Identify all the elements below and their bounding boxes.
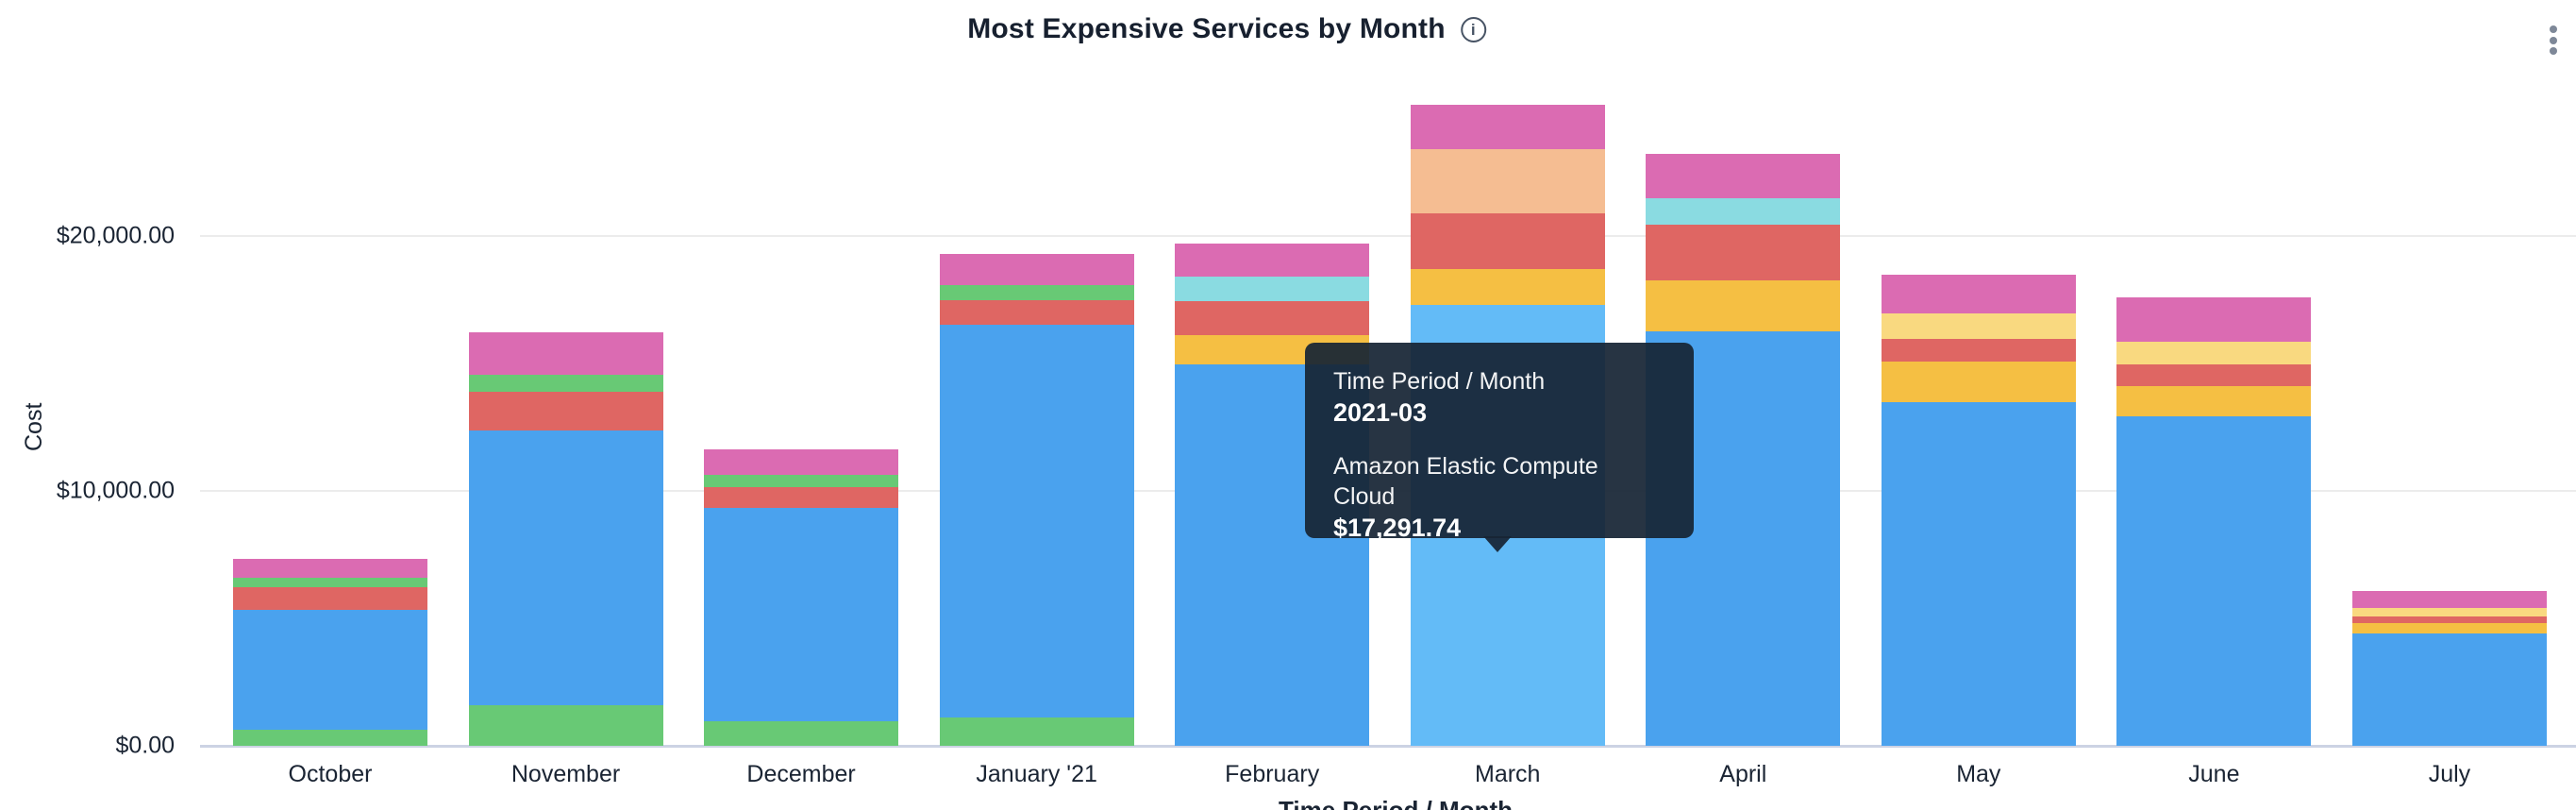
x-axis-baseline [200,745,2576,748]
bar-segment-red[interactable] [939,300,1134,325]
bar-segment-green[interactable] [468,374,663,392]
tooltip-dimension-value: 2021-03 [1333,398,1428,428]
x-tick-label: March [1475,761,1541,787]
bar-segment-blue[interactable] [2116,415,2312,746]
bar-segment-blue[interactable] [939,324,1134,718]
bar-segment-red[interactable] [1646,225,1841,280]
bar-segment-pink[interactable] [939,254,1134,286]
bar-segment-pink[interactable] [468,331,663,375]
y-tick-label: $0.00 [115,732,175,759]
bar-segment-pink[interactable] [1410,105,1605,150]
x-axis-title: Time Period / Month [1279,796,1513,810]
bar-segment-cyan[interactable] [1175,277,1370,302]
x-tick-label: January '21 [976,761,1097,787]
x-axis-labels: October November December January '21 Februa… [233,761,2547,788]
bar-segment-green[interactable] [939,285,1134,301]
bar-segment-peach[interactable] [1410,149,1605,214]
kebab-menu-button[interactable] [2545,24,2562,57]
bar-january-21[interactable] [939,254,1134,746]
chart-header: Most Expensive Services by Month i [967,13,1486,45]
bar-december[interactable] [704,449,899,746]
bar-segment-pale_yellow[interactable] [2116,341,2312,364]
bar-segment-pink[interactable] [1881,275,2076,314]
bar-segment-green[interactable] [233,578,427,588]
x-tick-label: June [2188,761,2240,787]
bar-october[interactable] [233,559,427,746]
bar-segment-pale_yellow[interactable] [1881,313,2076,340]
bar-segment-pink[interactable] [2116,296,2312,342]
bar-segment-red[interactable] [1881,339,2076,363]
bar-segment-pink[interactable] [704,449,899,476]
bar-segment-green[interactable] [704,475,899,488]
x-tick-label: May [1956,761,2001,787]
tooltip-caret [1483,536,1512,552]
bar-june[interactable] [2116,296,2312,746]
tooltip-series-label: Amazon Elastic Compute Cloud [1333,453,1598,510]
bar-segment-amber[interactable] [1410,269,1605,306]
bar-may[interactable] [1881,275,2076,746]
y-tick-label: $10,000.00 [56,477,175,504]
bar-segment-red[interactable] [704,487,899,509]
bar-segment-green[interactable] [468,705,663,746]
bar-segment-blue[interactable] [1881,402,2076,746]
bar-segment-amber[interactable] [1646,279,1841,331]
bar-segment-red[interactable] [2116,363,2312,386]
bar-segment-amber[interactable] [2351,622,2547,633]
x-tick-label: February [1225,761,1320,787]
bar-april[interactable] [1646,154,1841,746]
bar-segment-cyan[interactable] [1646,198,1841,226]
kebab-dot [2550,25,2557,33]
chart-tooltip: Time Period / Month 2021-03 Amazon Elast… [1305,343,1694,542]
bar-segment-red[interactable] [468,392,663,431]
bar-july[interactable] [2351,590,2547,746]
x-tick-label: April [1719,761,1767,787]
tooltip-dimension-label: Time Period / Month [1333,368,1546,395]
bar-segment-blue[interactable] [704,508,899,722]
bar-segment-blue[interactable] [233,610,427,730]
bar-segment-pink[interactable] [2351,590,2547,608]
tooltip-series-value: $17,291.74 [1333,513,1462,542]
bar-segment-pink[interactable] [233,559,427,579]
y-tick-label: $20,000.00 [56,222,175,249]
bar-segment-red[interactable] [1410,213,1605,270]
kebab-dot [2550,36,2557,44]
chart-title: Most Expensive Services by Month [967,13,1446,44]
bar-segment-red[interactable] [233,587,427,611]
kebab-dot [2550,47,2557,55]
bar-segment-blue[interactable] [468,430,663,706]
x-tick-label: November [510,761,621,787]
bar-february[interactable] [1175,244,1370,746]
bar-segment-green[interactable] [233,730,427,746]
bar-segment-red[interactable] [1175,301,1370,336]
bar-segment-blue[interactable] [2351,633,2547,746]
y-axis-title: Cost [21,402,47,451]
bar-segment-red[interactable] [2351,616,2547,623]
x-tick-label: October [288,761,373,787]
bar-segment-amber[interactable] [2116,385,2312,416]
bar-segment-green[interactable] [704,721,899,746]
x-tick-label: July [2428,761,2471,787]
x-tick-label: December [746,761,856,787]
gridline [200,235,2576,237]
bar-segment-amber[interactable] [1881,362,2076,403]
bar-segment-green[interactable] [939,717,1134,746]
bar-segment-pale_yellow[interactable] [2351,607,2547,616]
bar-segment-pink[interactable] [1646,154,1841,199]
bar-segment-pink[interactable] [1175,244,1370,278]
info-icon[interactable]: i [1460,16,1486,42]
bar-november[interactable] [468,331,663,746]
